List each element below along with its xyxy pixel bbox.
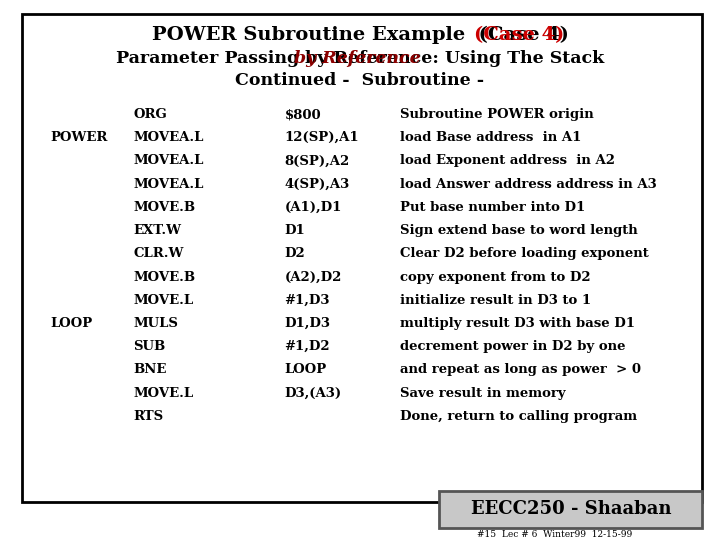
Text: 12(SP),A1: 12(SP),A1 [284,131,359,144]
Text: Save result in memory: Save result in memory [400,387,565,400]
Text: SUB: SUB [133,340,166,353]
Text: MOVE.B: MOVE.B [133,271,195,284]
Text: POWER: POWER [50,131,108,144]
Text: POWER Subroutine Example  (Case 4): POWER Subroutine Example (Case 4) [152,26,568,44]
Text: copy exponent from to D2: copy exponent from to D2 [400,271,590,284]
Text: load Answer address address in A3: load Answer address address in A3 [400,178,657,191]
Text: D3,(A3): D3,(A3) [284,387,341,400]
Text: by Reference: by Reference [294,50,420,66]
FancyBboxPatch shape [22,14,702,502]
FancyBboxPatch shape [439,491,702,528]
Text: MOVEA.L: MOVEA.L [133,131,204,144]
Text: MOVEA.L: MOVEA.L [133,154,204,167]
Text: load Base address  in A1: load Base address in A1 [400,131,581,144]
Text: #1,D2: #1,D2 [284,340,330,353]
Text: ORG: ORG [133,108,167,121]
Text: RTS: RTS [133,410,163,423]
Text: Sign extend base to word length: Sign extend base to word length [400,224,637,237]
Text: initialize result in D3 to 1: initialize result in D3 to 1 [400,294,590,307]
Text: CLR.W: CLR.W [133,247,184,260]
Text: D1,D3: D1,D3 [284,317,330,330]
Text: Continued -  Subroutine -: Continued - Subroutine - [235,72,485,89]
Text: MOVE.B: MOVE.B [133,201,195,214]
Text: decrement power in D2 by one: decrement power in D2 by one [400,340,625,353]
Text: multiply result D3 with base D1: multiply result D3 with base D1 [400,317,634,330]
Text: MOVEA.L: MOVEA.L [133,178,204,191]
Text: (A2),D2: (A2),D2 [284,271,342,284]
Text: D2: D2 [284,247,305,260]
Text: Done, return to calling program: Done, return to calling program [400,410,636,423]
Text: (A1),D1: (A1),D1 [284,201,342,214]
Text: (Case 4): (Case 4) [474,26,564,44]
Text: Parameter Passing by Reference: Using The Stack: Parameter Passing by Reference: Using Th… [116,50,604,66]
Text: BNE: BNE [133,363,166,376]
Text: Clear D2 before loading exponent: Clear D2 before loading exponent [400,247,648,260]
Text: EXT.W: EXT.W [133,224,181,237]
Text: MOVE.L: MOVE.L [133,294,194,307]
Text: LOOP: LOOP [50,317,93,330]
Text: 4(SP),A3: 4(SP),A3 [284,178,350,191]
Text: MULS: MULS [133,317,178,330]
Text: $800: $800 [284,108,321,121]
Text: D1: D1 [284,224,305,237]
Text: #15  Lec # 6  Winter99  12-15-99: #15 Lec # 6 Winter99 12-15-99 [477,530,632,539]
Text: and repeat as long as power  > 0: and repeat as long as power > 0 [400,363,641,376]
Text: Put base number into D1: Put base number into D1 [400,201,585,214]
Text: LOOP: LOOP [284,363,327,376]
Text: Subroutine POWER origin: Subroutine POWER origin [400,108,593,121]
Text: 8(SP),A2: 8(SP),A2 [284,154,350,167]
Text: load Exponent address  in A2: load Exponent address in A2 [400,154,615,167]
Text: MOVE.L: MOVE.L [133,387,194,400]
Text: #1,D3: #1,D3 [284,294,330,307]
Text: EECC250 - Shaaban: EECC250 - Shaaban [471,500,671,518]
